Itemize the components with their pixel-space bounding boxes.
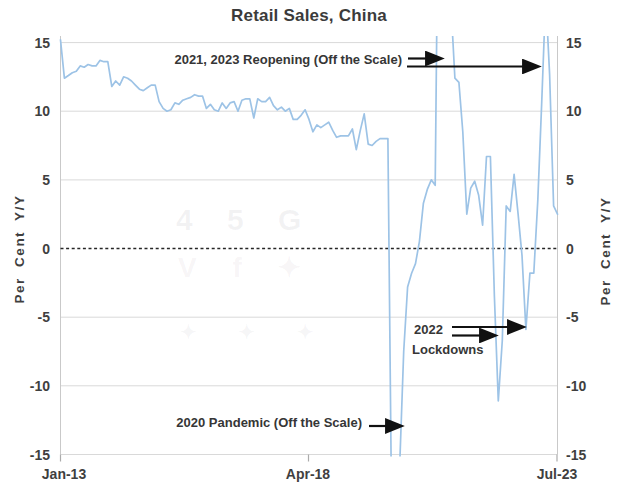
chart-title: Retail Sales, China: [60, 6, 558, 26]
y-tick-left-m10: -10: [10, 377, 50, 395]
y-tick-right-m15: -15: [566, 446, 610, 464]
watermark-row-3: ✦ ✦ ✦: [180, 320, 313, 344]
y-axis-title-right: Per Cent Y/Y: [598, 197, 613, 306]
y-tick-right-m5: -5: [566, 308, 610, 326]
y-tick-left-m5: -5: [10, 308, 50, 326]
x-tick-jan13: Jan-13: [32, 466, 96, 482]
y-axis-title-left: Per Cent Y/Y: [12, 195, 27, 304]
x-tick-apr18: Apr-18: [276, 466, 340, 482]
y-tick-right-15: 15: [566, 34, 610, 52]
x-axis-ticks: [61, 455, 558, 462]
y-tick-left-15: 15: [10, 34, 50, 52]
annotation-arrows: [369, 59, 526, 427]
y-tick-right-10: 10: [566, 102, 610, 120]
watermark-row-2: V f ✦: [178, 251, 301, 284]
axis-spines: [61, 36, 558, 455]
y-tick-left-m15: -15: [10, 446, 50, 464]
watermark-row-1: 4 5 G: [176, 203, 301, 237]
annotation-2022: 2022: [414, 323, 443, 337]
annotation-lockdowns: Lockdowns: [412, 343, 484, 357]
y-tick-right-m10: -10: [566, 377, 610, 395]
retail-sales-chart-page: { "title": "Retail Sales, China", "axes"…: [0, 0, 624, 494]
y-tick-left-5: 5: [10, 171, 50, 189]
annotation-pandemic: 2020 Pandemic (Off the Scale): [176, 416, 362, 430]
annotation-reopening: 2021, 2023 Reopening (Off the Scale): [174, 53, 402, 67]
x-tick-jul23: Jul-23: [525, 466, 589, 482]
y-tick-left-10: 10: [10, 102, 50, 120]
y-tick-right-5: 5: [566, 171, 610, 189]
